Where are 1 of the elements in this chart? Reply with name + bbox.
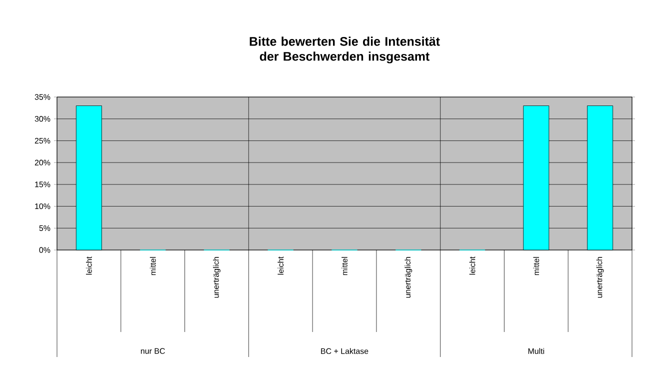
chart-title: Bitte bewerten Sie die Intensität der Beschwerden insgesamt <box>250 36 440 64</box>
